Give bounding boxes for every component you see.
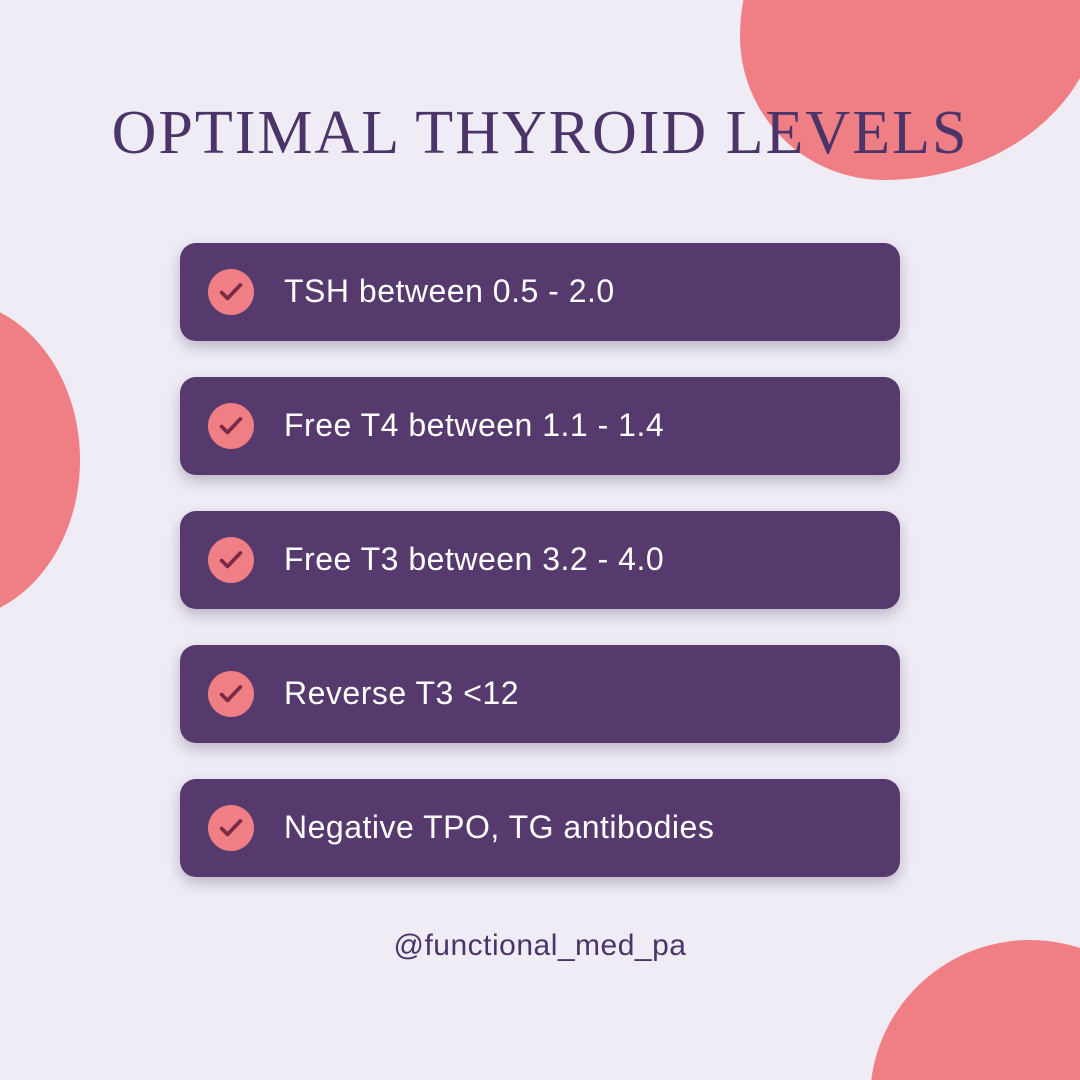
list-item-label: Negative TPO, TG antibodies: [284, 809, 714, 846]
levels-list: TSH between 0.5 - 2.0 Free T4 between 1.…: [180, 243, 900, 877]
checkmark-icon: [208, 403, 254, 449]
page-title: OPTIMAL THYROID LEVELS: [0, 0, 1080, 203]
list-item-label: TSH between 0.5 - 2.0: [284, 273, 615, 310]
list-item-label: Free T3 between 3.2 - 4.0: [284, 541, 664, 578]
list-item: Reverse T3 <12: [180, 645, 900, 743]
social-handle: @functional_med_pa: [0, 929, 1080, 963]
checkmark-icon: [208, 537, 254, 583]
list-item: TSH between 0.5 - 2.0: [180, 243, 900, 341]
list-item-label: Reverse T3 <12: [284, 675, 519, 712]
checkmark-icon: [208, 269, 254, 315]
decorative-blob-left: [0, 300, 80, 620]
list-item: Free T3 between 3.2 - 4.0: [180, 511, 900, 609]
checkmark-icon: [208, 671, 254, 717]
list-item: Free T4 between 1.1 - 1.4: [180, 377, 900, 475]
list-item-label: Free T4 between 1.1 - 1.4: [284, 407, 664, 444]
list-item: Negative TPO, TG antibodies: [180, 779, 900, 877]
checkmark-icon: [208, 805, 254, 851]
